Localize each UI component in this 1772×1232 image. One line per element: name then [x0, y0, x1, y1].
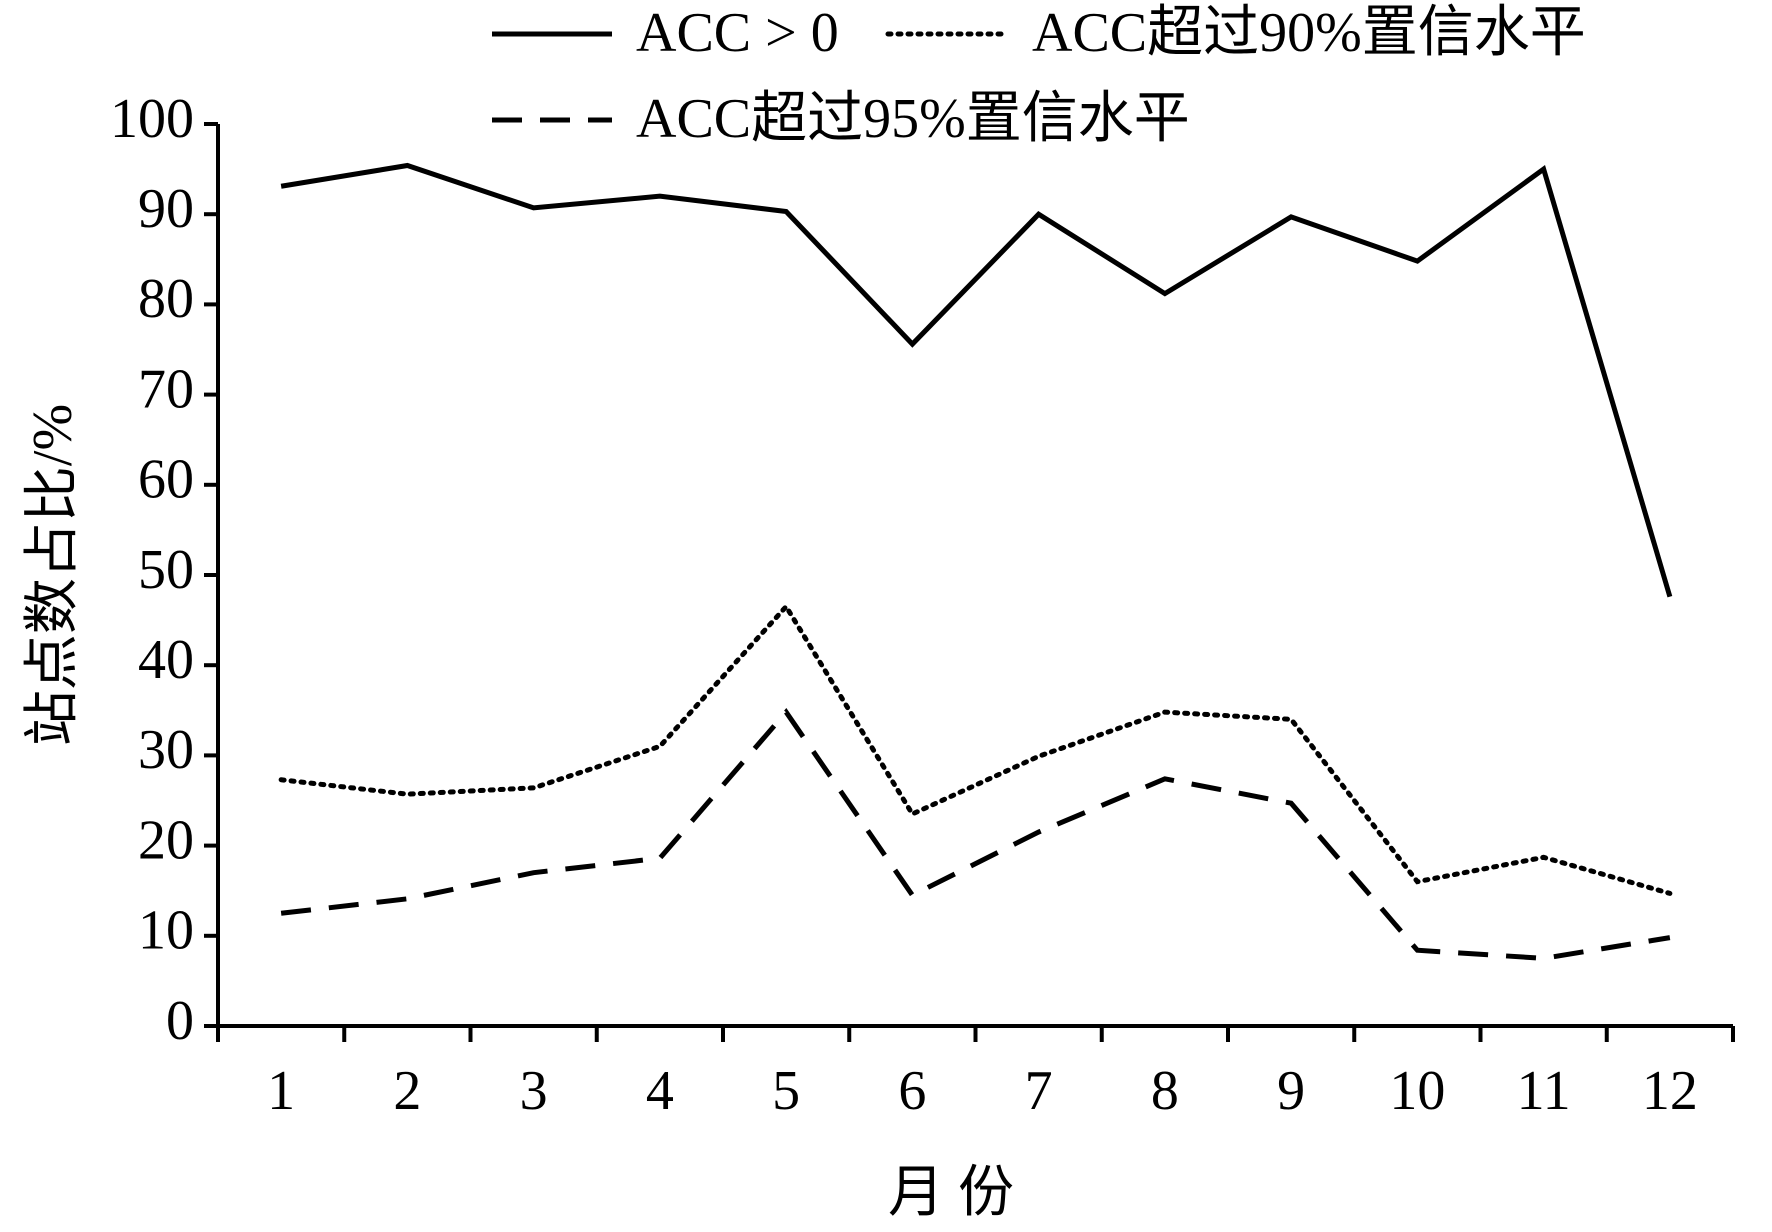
- y-tick-label: 20: [138, 809, 194, 871]
- x-axis-title: 月 份: [888, 1162, 1014, 1224]
- x-tick-label: 9: [1277, 1060, 1305, 1122]
- line: [280, 708, 1671, 961]
- x-tick-label: 1: [267, 1060, 295, 1122]
- x-tick-label: 12: [1642, 1060, 1698, 1122]
- y-tick-label: 50: [138, 539, 194, 601]
- y-tick-label: 10: [138, 900, 194, 962]
- y-tick-label: 70: [138, 358, 194, 420]
- x-tick-label: 6: [898, 1060, 926, 1122]
- x-tick-label: 5: [772, 1060, 800, 1122]
- y-tick-label: 80: [138, 268, 194, 330]
- x-tick-label: 7: [1025, 1060, 1053, 1122]
- line: [278, 602, 1673, 896]
- y-tick-label: 0: [166, 990, 194, 1052]
- x-tick-label: 8: [1151, 1060, 1179, 1122]
- y-tick-label: 90: [138, 178, 194, 240]
- legend-label: ACC超过90%置信水平: [1032, 2, 1586, 64]
- x-tick-label: 2: [393, 1060, 421, 1122]
- legend-label: ACC > 0: [636, 2, 839, 64]
- y-tick-label: 40: [138, 629, 194, 691]
- x-tick-label: 10: [1389, 1060, 1445, 1122]
- x-tick-label: 11: [1517, 1060, 1571, 1122]
- y-tick-label: 30: [138, 719, 194, 781]
- line: [280, 162, 1673, 598]
- y-tick-label: 100: [110, 88, 194, 150]
- legend-label: ACC超过95%置信水平: [636, 88, 1190, 150]
- x-tick-label: 3: [520, 1060, 548, 1122]
- y-axis-title: 站点数占比/%: [22, 404, 84, 746]
- y-tick-label: 60: [138, 449, 194, 511]
- x-tick-label: 4: [646, 1060, 674, 1122]
